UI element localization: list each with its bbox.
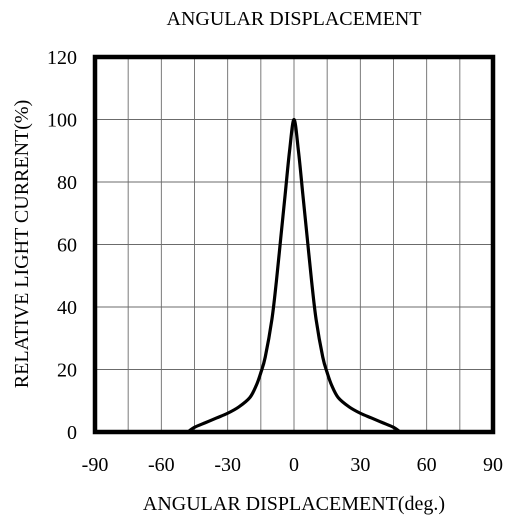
y-tick-label: 60 bbox=[57, 235, 77, 257]
y-tick-label: 80 bbox=[57, 172, 77, 194]
y-tick-label: 0 bbox=[67, 422, 77, 444]
chart-title: ANGULAR DISPLACEMENT bbox=[167, 8, 422, 30]
plot-frame bbox=[92, 54, 496, 435]
x-tick-label: 90 bbox=[483, 454, 503, 476]
x-axis-label: ANGULAR DISPLACEMENT(deg.) bbox=[143, 493, 445, 515]
y-tick-labels: 0 20 40 60 80 100 120 bbox=[47, 47, 77, 444]
x-tick-label: -30 bbox=[214, 454, 241, 476]
y-tick-label: 40 bbox=[57, 297, 77, 319]
x-tick-label: 30 bbox=[350, 454, 370, 476]
x-tick-label: -60 bbox=[148, 454, 175, 476]
y-tick-label: 100 bbox=[47, 110, 77, 132]
x-tick-labels: -90 -60 -30 0 30 60 90 bbox=[82, 454, 503, 476]
y-tick-label: 20 bbox=[57, 360, 77, 382]
y-tick-label: 120 bbox=[47, 47, 77, 69]
x-tick-label: 0 bbox=[289, 454, 299, 476]
grid-lines bbox=[95, 57, 493, 432]
y-axis-label: RELATIVE LIGHT CURRENT(%) bbox=[11, 100, 33, 388]
x-tick-label: -90 bbox=[82, 454, 109, 476]
x-tick-label: 60 bbox=[417, 454, 437, 476]
data-curve bbox=[186, 117, 402, 434]
